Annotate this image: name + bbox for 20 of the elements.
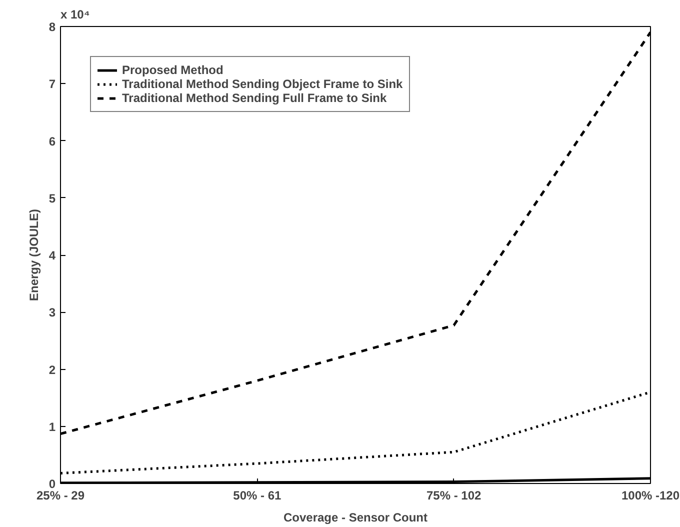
x-tick-label: 75% - 102 <box>426 488 482 502</box>
legend-label: Proposed Method <box>122 63 224 77</box>
y-tick-label: 3 <box>48 306 56 320</box>
x-tick-label: 100% -120 <box>621 488 680 502</box>
text: x 10⁴ <box>60 8 90 22</box>
y-tick-label: 7 <box>48 77 56 92</box>
x-tick-label: 25% - 29 <box>36 488 85 502</box>
y-tick-label: 0 <box>48 477 56 491</box>
y-tick-label: 5 <box>48 191 56 206</box>
y-tick-label: 2 <box>48 362 56 377</box>
x-axis-title: Coverage - Sensor Count <box>283 510 428 524</box>
line-series <box>60 390 650 474</box>
y-tick-label: 6 <box>48 134 56 148</box>
legend-label: Traditional Method Sending Full Frame to Sink <box>122 91 387 105</box>
y-tick-label: 1 <box>48 420 56 434</box>
y-tick-label: 8 <box>48 20 56 34</box>
y-tick-label: 4 <box>48 248 56 262</box>
legend-label: Traditional Method Sending Object Frame to Sink <box>122 77 403 91</box>
x-tick-label: 50% - 61 <box>233 488 282 502</box>
y-axis-title: Energy (JOULE) <box>26 208 41 302</box>
